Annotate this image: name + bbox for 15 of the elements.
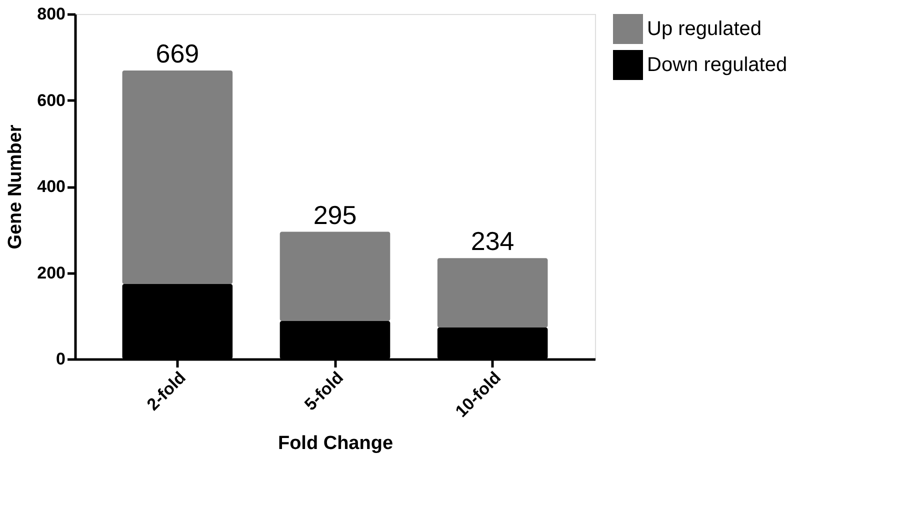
total-label: 295 xyxy=(313,200,357,230)
y-tick-label: 0 xyxy=(56,350,66,368)
bar xyxy=(122,70,233,284)
y-tick-label: 400 xyxy=(37,177,66,196)
y-tick-label: 800 xyxy=(37,4,66,24)
x-axis-title: Fold Change xyxy=(278,433,394,454)
bar xyxy=(280,232,390,322)
legend-label: Up regulated xyxy=(647,18,762,40)
total-label: 669 xyxy=(156,38,200,68)
total-label: 234 xyxy=(470,226,514,256)
bar xyxy=(437,258,548,328)
y-tick-label: 600 xyxy=(37,90,66,110)
y-axis-title: Gene Number xyxy=(5,124,26,250)
legend-label: Down regulated xyxy=(647,54,788,76)
y-tick-label: 200 xyxy=(37,263,66,282)
